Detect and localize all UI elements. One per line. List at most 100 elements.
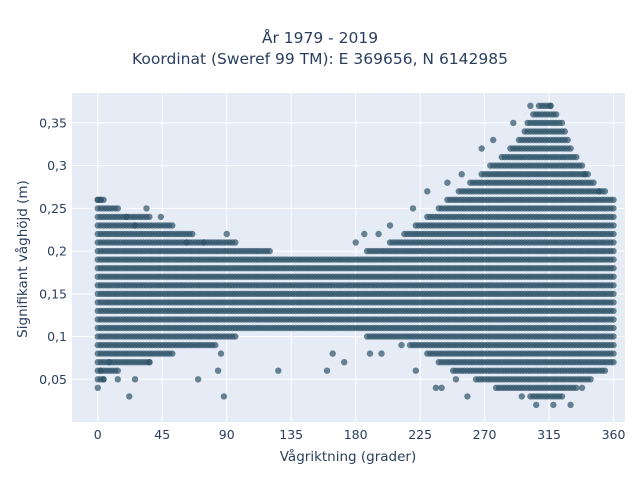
data-point [610,239,617,246]
data-point [223,230,230,238]
data-point [527,102,534,110]
x-tick-label: 315 [537,427,561,442]
data-point [610,350,617,357]
data-point [329,350,336,357]
data-point [409,205,417,212]
data-point [424,188,431,195]
data-point [567,401,574,409]
data-point [183,239,190,246]
data-point [458,171,465,178]
x-tick-label: 45 [154,427,170,442]
y-tick-label: 0,1 [47,329,67,344]
data-point [610,247,617,255]
data-point [510,119,517,127]
data-point [610,359,617,366]
data-point [194,376,202,383]
data-point [610,196,617,203]
data-point [126,393,133,400]
data-point [553,111,560,118]
data-point [547,102,554,110]
data-point [146,213,153,221]
data-point [581,171,589,178]
data-point [214,367,222,374]
data-point [567,145,574,152]
data-point [217,350,225,357]
data-point [398,341,405,349]
data-point [114,367,122,374]
data-point [378,350,385,357]
data-point [610,307,617,315]
data-point [106,359,113,366]
data-point [232,333,239,340]
data-point [131,376,139,383]
data-point [200,239,207,246]
data-point [189,230,196,238]
data-point [610,324,617,332]
data-point [601,367,609,374]
x-tick-label: 0 [94,427,102,442]
data-point [533,401,540,409]
data-points [94,102,617,409]
data-point [610,213,617,221]
data-point [323,367,331,374]
data-point [366,350,374,357]
data-point [146,359,153,366]
data-point [157,213,164,221]
data-point [341,359,348,366]
data-point [100,376,107,383]
data-point [123,213,130,221]
data-point [266,247,273,255]
y-tick-label: 0,25 [39,201,67,216]
data-point [578,162,586,169]
data-point [169,350,176,357]
y-axis-title: Signifikant våghöjd (m) [14,180,31,338]
data-point [578,384,586,391]
y-tick-label: 0,3 [47,158,67,173]
data-point [518,393,525,400]
data-point [97,367,104,374]
data-point [212,341,219,349]
x-tick-label: 135 [279,427,303,442]
data-point [601,188,609,195]
data-point [275,367,282,374]
y-axis-ticks: 0,05 0,1 0,15 0,2 0,25 0,3 0,35 [39,115,67,386]
data-point [432,384,440,391]
data-point [232,239,239,246]
data-point [412,367,419,374]
chart-title: År 1979 - 2019 [261,29,379,47]
data-point [587,376,594,383]
data-point [564,136,571,144]
data-point [169,222,176,229]
x-tick-label: 90 [219,427,235,442]
data-point [220,393,228,400]
data-point [610,333,617,340]
data-point [610,290,617,297]
data-point [386,222,394,229]
data-point [610,273,617,280]
data-point [561,128,568,135]
data-point [573,384,580,391]
x-tick-label: 270 [473,427,497,442]
x-tick-label: 225 [408,427,432,442]
data-point [114,205,122,212]
data-point [361,230,368,238]
data-point [610,316,617,323]
data-point [490,136,497,144]
data-point [610,282,617,289]
y-tick-label: 0,2 [47,244,67,259]
x-axis-ticks: 0 45 90 135 180 225 270 315 360 [94,427,626,442]
data-point [464,393,471,400]
data-point [550,401,557,409]
data-point [452,376,460,383]
x-tick-label: 360 [602,427,626,442]
data-point [352,239,359,246]
data-point [438,384,445,391]
chart-subtitle: Koordinat (Sweref 99 TM): E 369656, N 61… [132,50,508,68]
chart-title-block: År 1979 - 2019 Koordinat (Sweref 99 TM):… [0,28,640,70]
data-point [558,119,566,127]
data-point [558,393,566,400]
data-point [375,230,382,238]
data-point [610,222,617,229]
x-tick-label: 180 [344,427,368,442]
